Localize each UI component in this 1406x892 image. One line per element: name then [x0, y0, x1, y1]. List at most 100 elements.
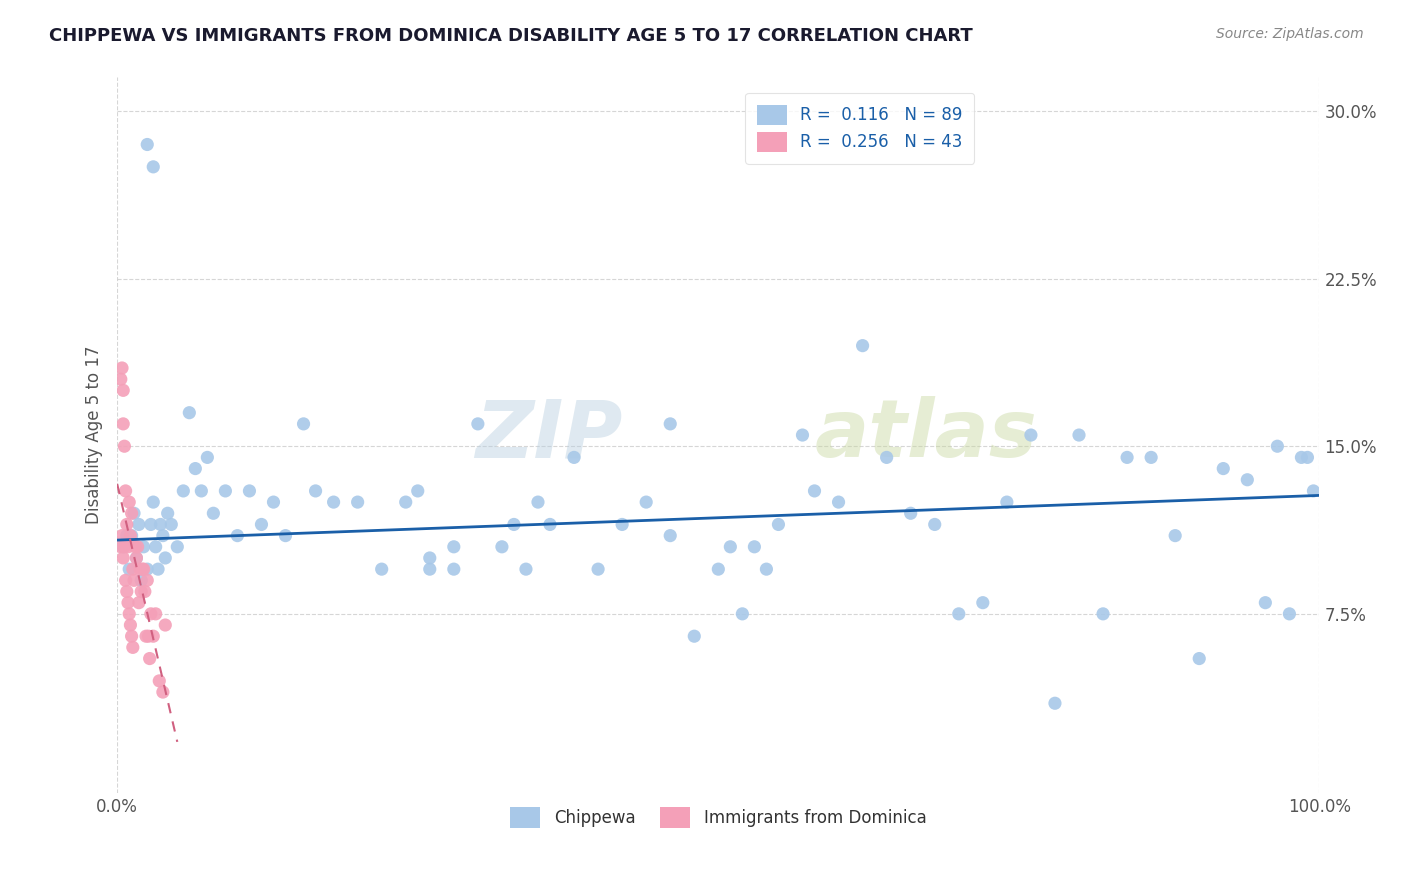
Point [148, 673, 170, 688]
Point [136, 137, 159, 152]
Point [138, 651, 160, 665]
Point [121, 506, 143, 520]
Point [117, 596, 139, 610]
Point [179, 406, 201, 420]
Point [112, 417, 135, 431]
Point [129, 584, 152, 599]
Point [659, 417, 682, 431]
Point [491, 540, 513, 554]
Point [166, 540, 188, 554]
Point [292, 417, 315, 431]
Point [121, 629, 143, 643]
Point [111, 361, 134, 376]
Point [948, 607, 970, 621]
Point [1067, 428, 1090, 442]
Point [115, 584, 138, 599]
Text: CHIPPEWA VS IMMIGRANTS FROM DOMINICA DISABILITY AGE 5 TO 17 CORRELATION CHART: CHIPPEWA VS IMMIGRANTS FROM DOMINICA DIS… [49, 27, 973, 45]
Point [184, 461, 207, 475]
Point [226, 528, 249, 542]
Point [115, 517, 138, 532]
Point [731, 607, 754, 621]
Point [827, 495, 849, 509]
Point [202, 506, 225, 520]
Text: ZIP: ZIP [475, 396, 621, 474]
Point [718, 540, 741, 554]
Point [112, 439, 135, 453]
Point [121, 562, 143, 576]
Point [1236, 473, 1258, 487]
Point [190, 483, 212, 498]
Point [900, 506, 922, 520]
Point [152, 685, 174, 699]
Point [118, 495, 141, 509]
Point [195, 450, 218, 465]
Point [120, 528, 142, 542]
Point [122, 506, 145, 520]
Point [876, 450, 898, 465]
Point [406, 483, 429, 498]
Point [142, 629, 165, 643]
Point [136, 574, 159, 588]
Point [135, 629, 157, 643]
Point [110, 372, 132, 386]
Point [659, 528, 682, 542]
Point [131, 562, 153, 576]
Legend: Chippewa, Immigrants from Dominica: Chippewa, Immigrants from Dominica [503, 801, 934, 834]
Point [1092, 607, 1115, 621]
Point [128, 517, 150, 532]
Point [114, 483, 136, 498]
Point [112, 384, 135, 398]
Point [1043, 696, 1066, 710]
Point [112, 540, 135, 554]
Point [1188, 651, 1211, 665]
Point [538, 517, 561, 532]
Point [527, 495, 550, 509]
Point [127, 540, 149, 554]
Point [139, 517, 162, 532]
Point [683, 629, 706, 643]
Point [322, 495, 344, 509]
Point [145, 540, 167, 554]
Point [139, 607, 162, 621]
Point [136, 562, 159, 576]
Point [111, 528, 134, 542]
Point [132, 562, 155, 576]
Point [586, 562, 609, 576]
Point [146, 562, 169, 576]
Point [995, 495, 1018, 509]
Point [707, 562, 730, 576]
Point [250, 517, 273, 532]
Point [238, 483, 260, 498]
Point [1291, 450, 1313, 465]
Point [120, 618, 142, 632]
Point [115, 528, 138, 542]
Point [744, 540, 766, 554]
Point [1278, 607, 1301, 621]
Point [145, 607, 167, 621]
Point [118, 562, 141, 576]
Y-axis label: Disability Age 5 to 17: Disability Age 5 to 17 [86, 346, 103, 524]
Point [124, 540, 146, 554]
Point [1267, 439, 1289, 453]
Point [129, 574, 152, 588]
Point [972, 596, 994, 610]
Point [134, 584, 156, 599]
Point [110, 540, 132, 554]
Point [112, 551, 135, 566]
Point [755, 562, 778, 576]
Point [1164, 528, 1187, 542]
Point [370, 562, 392, 576]
Point [1212, 461, 1234, 475]
Point [112, 540, 135, 554]
Point [263, 495, 285, 509]
Point [117, 540, 139, 554]
Point [160, 517, 183, 532]
Point [768, 517, 790, 532]
Point [419, 551, 441, 566]
Point [346, 495, 368, 509]
Point [419, 562, 441, 576]
Point [152, 528, 174, 542]
Point [803, 483, 825, 498]
Point [636, 495, 658, 509]
Point [155, 618, 177, 632]
